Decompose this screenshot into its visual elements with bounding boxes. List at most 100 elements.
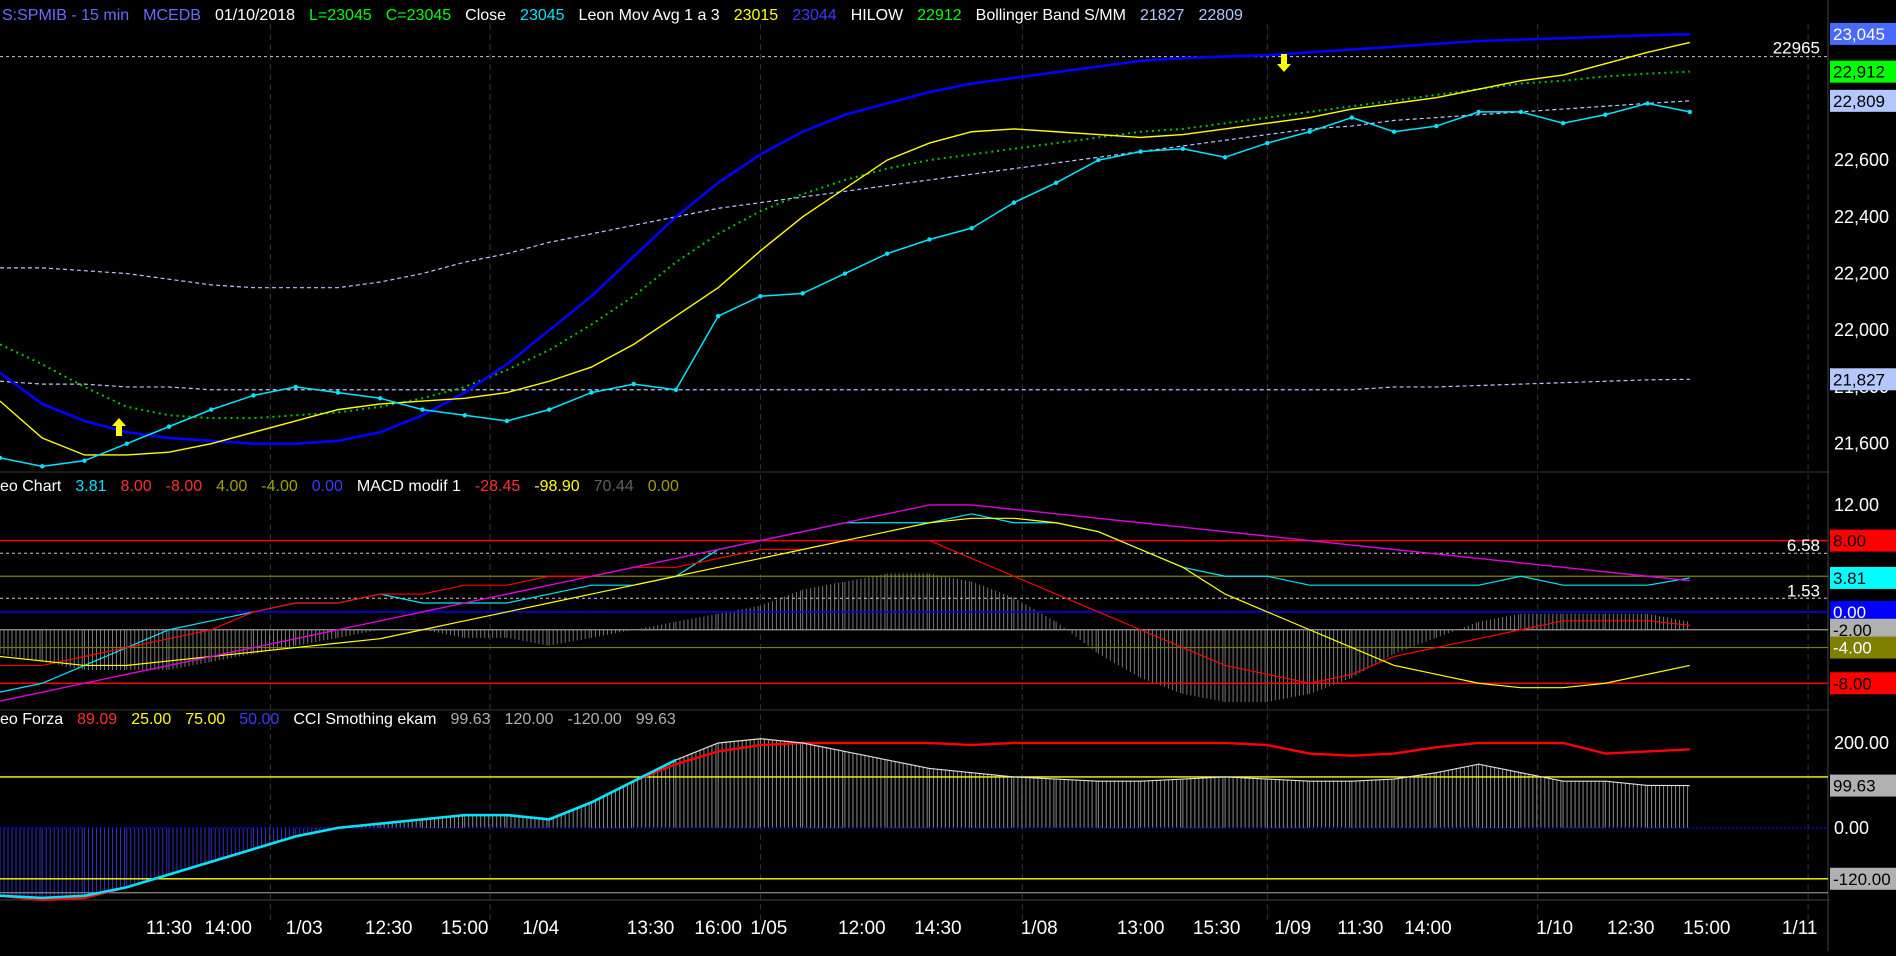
x-axis-label: 12:30 [1607, 918, 1655, 939]
x-axis-label: 1/03 [286, 918, 323, 939]
cci-header-item-3: 75.00 [185, 711, 225, 728]
price-point [1011, 200, 1017, 205]
buy-arrow-icon [112, 418, 126, 436]
main-header-item-5: Close [465, 7, 506, 24]
sell-arrow-icon [1277, 54, 1291, 72]
price-point [1096, 157, 1101, 163]
cci-header-item-9: 99.63 [636, 711, 676, 728]
price-point [1645, 101, 1650, 106]
price-series-1 [0, 41, 1690, 456]
price-ytick: 22,200 [1834, 264, 1889, 284]
main-header-item-1: MCEDB [143, 7, 201, 24]
price-point [927, 237, 932, 242]
price-point [1476, 109, 1481, 115]
main-header-item-12: Bollinger Band S/MM [976, 7, 1126, 24]
price-tag: 23,045 [1833, 25, 1885, 44]
x-axis-label: 14:30 [914, 918, 962, 939]
cci-header-item-1: 89.09 [77, 711, 117, 728]
price-ytick: 22,000 [1834, 320, 1889, 340]
cci-header-item-8: -120.00 [567, 711, 621, 728]
price-point [1180, 146, 1186, 151]
main-header-item-0: S:SPMIB - 15 min [2, 7, 129, 24]
price-point [1265, 140, 1270, 146]
x-axis-label: 13:30 [627, 918, 675, 939]
price-point [842, 271, 848, 276]
main-header-item-14: 22809 [1198, 7, 1243, 24]
price-point [1053, 180, 1059, 185]
price-series-2 [0, 32, 1690, 445]
price-point [715, 313, 721, 319]
cci-header-item-2: 25.00 [131, 711, 171, 728]
price-point [631, 381, 636, 387]
cci-header-item-6: 99.63 [451, 711, 491, 728]
x-axis-label: 14:00 [1404, 918, 1452, 939]
price-point [1687, 109, 1693, 115]
macd-series-2 [0, 517, 1690, 689]
price-series-4 [0, 100, 1690, 289]
price-tag: 21,827 [1833, 370, 1885, 389]
price-point [251, 393, 256, 398]
macd-tag-bg [1830, 618, 1896, 641]
price-ytick: 21,600 [1834, 434, 1889, 454]
price-point [589, 390, 594, 395]
price-point [420, 407, 425, 412]
x-axis-label: 11:30 [146, 918, 192, 939]
macd-reference-label: 1.53 [1787, 581, 1820, 600]
price-point [1518, 109, 1524, 115]
x-axis-label: 13:00 [1117, 918, 1165, 939]
price-point [378, 396, 383, 401]
macd-header-item-5: -4.00 [261, 478, 298, 495]
price-point [335, 390, 341, 395]
price-point [1222, 155, 1228, 160]
macd-tag-bg [1830, 529, 1896, 552]
macd-header-item-0: eo Chart [0, 478, 62, 495]
price-series-0 [0, 102, 1690, 468]
cci-header-item-0: eo Forza [0, 711, 63, 728]
macd-header-item-6: 0.00 [312, 478, 343, 495]
macd-tag: -4.00 [1833, 639, 1872, 658]
price-point [504, 418, 510, 424]
main-header-item-6: 23045 [520, 7, 565, 24]
price-point [1603, 112, 1608, 117]
cci-header-item-4: 50.00 [239, 711, 279, 728]
macd-tag: 0.00 [1833, 603, 1866, 622]
macd-tag-bg [1830, 600, 1896, 623]
price-point [546, 407, 552, 412]
price-point [166, 424, 172, 429]
macd-header-item-11: 0.00 [648, 478, 679, 495]
price-point [40, 464, 45, 469]
price-point [1434, 123, 1439, 129]
cci-ytick: 200.00 [1834, 733, 1889, 753]
main-header-item-7: Leon Mov Avg 1 a 3 [579, 7, 720, 24]
price-tag: 22,912 [1833, 63, 1885, 82]
price-point [1307, 129, 1312, 134]
cci-tag: -120.00 [1833, 870, 1891, 889]
macd-tag-bg [1830, 566, 1896, 589]
price-series-5 [0, 378, 1690, 391]
main-header-item-8: 23015 [734, 7, 779, 24]
x-axis-label: 14:00 [204, 918, 252, 939]
macd-tag-bg [1830, 672, 1896, 695]
x-axis-label: 15:30 [1193, 918, 1241, 939]
price-tag: 22,809 [1833, 92, 1885, 111]
x-axis-label: 12:00 [838, 918, 886, 939]
x-axis-label: 1/04 [522, 918, 559, 939]
price-reference-label: 22965 [1773, 39, 1820, 58]
price-point [1349, 115, 1355, 120]
price-point [293, 384, 298, 390]
x-axis-label: 11:30 [1337, 918, 1383, 939]
price-tag-bg [1830, 89, 1896, 112]
macd-header-item-9: -98.90 [534, 478, 579, 495]
price-point [462, 413, 467, 418]
x-axis-label: 1/11 [1782, 918, 1818, 939]
cci-ytick: 0.00 [1834, 818, 1869, 838]
price-series-3 [0, 70, 1690, 420]
x-axis-label: 15:00 [1683, 918, 1731, 939]
price-point [124, 441, 129, 446]
macd-series-3 [0, 504, 1690, 702]
macd-header-item-8: -28.45 [475, 478, 520, 495]
price-point [1391, 129, 1397, 134]
price-point [758, 294, 763, 299]
